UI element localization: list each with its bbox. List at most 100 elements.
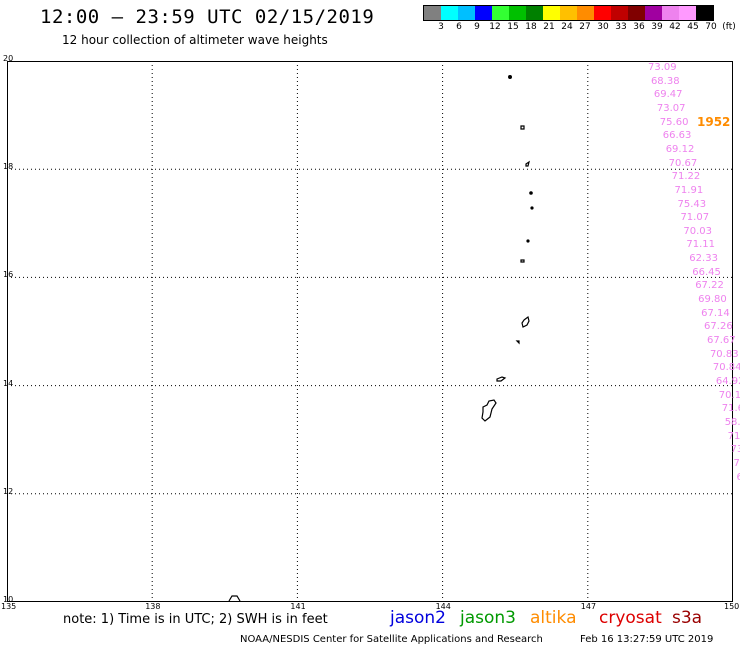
color-scale-label: 42 (669, 22, 681, 32)
color-scale (423, 5, 714, 21)
color-scale-label: 45 (687, 22, 699, 32)
wave-height-value: 70.83 (709, 348, 739, 360)
color-swatch (594, 6, 611, 20)
x-tick-label: 138 (145, 602, 161, 611)
color-swatch (679, 6, 696, 20)
color-swatch (577, 6, 594, 20)
wave-height-value: 71.4 (727, 430, 740, 442)
wave-height-value: 68.38 (650, 75, 680, 87)
color-scale-label: 3 (438, 22, 444, 32)
color-scale-label: 70 (705, 22, 717, 32)
color-swatch (628, 6, 645, 20)
island-rota (496, 376, 507, 382)
legend-item-cryosat: cryosat (599, 608, 662, 628)
wave-height-value: 67 (736, 471, 740, 483)
graticule (7, 61, 733, 602)
legend-item-jason2: jason2 (390, 608, 446, 628)
wave-height-value: 73. (730, 444, 740, 456)
color-swatch (424, 6, 441, 20)
island-guguan (529, 191, 533, 195)
y-tick-label: 16 (3, 270, 14, 280)
y-tick-label: 10 (3, 595, 14, 604)
wave-height-value: 67.14 (701, 307, 730, 319)
x-tick-label: 141 (290, 602, 306, 611)
wave-height-value: 71.6 (721, 403, 740, 415)
color-scale-labels: 3 6 9 12 15 18 21 24 27 30 33 36 39 42 45 70 (ft) (423, 22, 740, 34)
plot-frame (7, 61, 733, 602)
color-scale-label: 21 (543, 22, 555, 32)
island-alamagan (525, 160, 530, 167)
x-tick-label: 150 (724, 602, 740, 611)
wave-height-value: 58.2 (724, 416, 740, 428)
wave-height-value: 67.22 (695, 280, 724, 292)
satellite-pass-id: 1952 (697, 115, 731, 129)
chart-title: 12:00 – 23:59 UTC 02/15/2019 (40, 6, 375, 28)
wave-height-value: 71.22 (671, 171, 701, 183)
color-scale-label: 18 (525, 22, 537, 32)
color-scale-label: 36 (633, 22, 645, 32)
color-scale-label: 27 (579, 22, 591, 32)
island-guam (481, 399, 497, 422)
color-swatch (611, 6, 628, 20)
wave-height-value: 67.26 (704, 321, 733, 333)
x-tick-label: 144 (435, 602, 451, 611)
color-scale-label: (ft) (722, 22, 736, 32)
island-anatahan (526, 239, 530, 243)
wave-height-value: 75.43 (677, 198, 707, 210)
wave-height-value: 69.80 (698, 294, 727, 306)
wave-height-value: 73.09 (648, 62, 677, 73)
color-swatch (645, 6, 662, 20)
color-scale-label: 12 (489, 22, 501, 32)
color-scale-label: 9 (474, 22, 480, 32)
legend-item-altika: altika (530, 608, 577, 628)
y-tick-label: 12 (3, 486, 14, 496)
map-plot (7, 61, 733, 602)
wave-height-value: 66.63 (662, 130, 692, 142)
color-scale-label: 6 (456, 22, 462, 32)
footer-credit: NOAA/NESDIS Center for Satellite Applica… (240, 634, 543, 645)
wave-height-value: 70.03 (683, 225, 713, 237)
island-yap (228, 595, 241, 602)
color-swatch (543, 6, 560, 20)
color-scale-label: 24 (561, 22, 573, 32)
wave-height-value: 75 (733, 457, 740, 469)
wave-height-value: 66.45 (692, 266, 721, 278)
color-scale-label: 15 (507, 22, 519, 32)
color-swatch (560, 6, 577, 20)
wave-height-value: 70.67 (668, 157, 698, 169)
wave-height-value: 71.91 (674, 184, 704, 196)
wave-height-value: 64.92 (715, 375, 740, 387)
color-scale-label: 30 (597, 22, 609, 32)
y-tick-label: 20 (3, 54, 14, 63)
legend-item-s3a: s3a (672, 608, 703, 628)
wave-height-value: 67.67 (707, 335, 736, 346)
island-farallon (508, 75, 513, 80)
island-pagan (520, 125, 525, 130)
legend-item-jason3: jason3 (460, 608, 516, 628)
color-scale-label: 39 (651, 22, 663, 32)
color-swatch (696, 6, 713, 20)
color-swatch (509, 6, 526, 20)
island-saipan (521, 315, 530, 328)
color-swatch (492, 6, 509, 20)
x-tick-label: 135 (1, 602, 17, 611)
color-swatch (458, 6, 475, 20)
wave-height-value: 71.07 (680, 212, 710, 224)
wave-height-value: 70.18 (718, 389, 740, 401)
color-swatch (526, 6, 543, 20)
wave-height-value: 75.60 (659, 116, 689, 128)
wave-height-value: 73.07 (656, 102, 686, 114)
color-swatch (441, 6, 458, 20)
color-swatch (475, 6, 492, 20)
color-swatch (662, 6, 679, 20)
island-tinian (515, 340, 520, 345)
coastlines (228, 75, 534, 602)
wave-height-value: 70.84 (712, 362, 740, 374)
island-farallon-de-medinilla (520, 259, 525, 263)
island-sarigan (530, 206, 534, 210)
x-tick-label: 147 (580, 602, 597, 611)
wave-height-value: 69.47 (653, 89, 683, 101)
color-scale-label: 33 (615, 22, 627, 32)
wave-height-value: 71.11 (686, 239, 715, 251)
note-text: note: 1) Time is in UTC; 2) SWH is in fe… (63, 612, 328, 627)
